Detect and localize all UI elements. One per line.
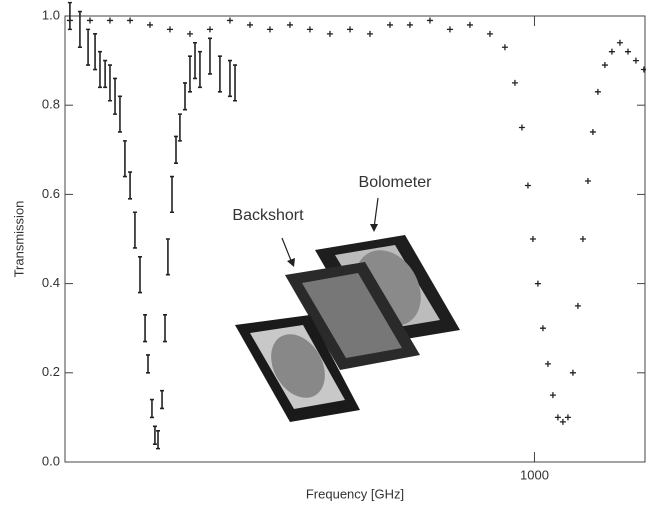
error-bar bbox=[227, 59, 232, 98]
data-point bbox=[574, 302, 581, 309]
annotation: Backshort bbox=[232, 207, 304, 224]
data-point bbox=[594, 88, 601, 95]
error-bar bbox=[107, 64, 112, 102]
data-point bbox=[624, 48, 631, 55]
data-point bbox=[106, 17, 113, 24]
data-point bbox=[226, 17, 233, 24]
data-point bbox=[246, 21, 253, 28]
data-point bbox=[511, 79, 518, 86]
data-point bbox=[564, 414, 571, 421]
error-bar bbox=[103, 59, 108, 89]
annotation: Bolometer bbox=[359, 174, 433, 191]
data-point bbox=[589, 128, 596, 135]
error-bar bbox=[207, 37, 212, 75]
data-point bbox=[529, 236, 536, 242]
data-point bbox=[127, 17, 134, 24]
data-point bbox=[206, 26, 213, 33]
error-bar bbox=[132, 211, 137, 249]
data-point bbox=[524, 182, 531, 189]
error-bar bbox=[152, 425, 157, 445]
error-bar bbox=[113, 77, 118, 115]
data-point bbox=[406, 21, 413, 28]
data-point bbox=[347, 26, 354, 33]
data-point bbox=[518, 124, 525, 131]
data-point bbox=[87, 17, 94, 24]
error-bar bbox=[128, 171, 133, 200]
error-bar bbox=[187, 55, 192, 93]
error-bar bbox=[197, 50, 202, 89]
data-point bbox=[326, 30, 333, 37]
data-point bbox=[584, 178, 591, 185]
error-bar bbox=[137, 256, 142, 294]
data-point bbox=[186, 30, 193, 37]
error-bar bbox=[182, 82, 187, 111]
data-point bbox=[486, 30, 493, 37]
x-axis-label: Frequency [GHz] bbox=[306, 486, 404, 501]
error-bar bbox=[217, 55, 222, 93]
data-point bbox=[539, 325, 546, 332]
data-point bbox=[559, 418, 566, 425]
error-bar bbox=[177, 113, 182, 142]
error-bar bbox=[193, 41, 198, 80]
error-bar bbox=[170, 175, 174, 214]
data-point bbox=[544, 360, 551, 367]
error-bar bbox=[165, 238, 170, 276]
data-point bbox=[632, 57, 639, 64]
y-axis-label: Transmission bbox=[11, 201, 26, 278]
error-bar bbox=[143, 314, 148, 343]
data-point bbox=[306, 26, 313, 33]
data-point bbox=[554, 414, 561, 421]
data-point bbox=[601, 62, 608, 69]
error-bar bbox=[86, 28, 91, 66]
error-bar bbox=[97, 50, 102, 89]
y-tick-label: 1.0 bbox=[42, 7, 60, 22]
y-tick-label: 0.8 bbox=[42, 97, 60, 112]
data-point bbox=[426, 17, 433, 24]
data-point bbox=[266, 26, 273, 33]
data-point bbox=[387, 21, 394, 28]
y-tick-label: 0.6 bbox=[42, 186, 60, 201]
data-point bbox=[366, 30, 373, 37]
data-point bbox=[166, 26, 173, 33]
y-tick-label: 0.4 bbox=[42, 275, 60, 290]
error-bar bbox=[233, 64, 238, 102]
error-bar bbox=[93, 33, 98, 71]
data-point bbox=[579, 236, 586, 242]
error-bar bbox=[163, 314, 167, 343]
error-bar bbox=[156, 429, 161, 450]
data-point bbox=[466, 21, 473, 28]
device-illustration bbox=[235, 197, 460, 422]
data-point bbox=[501, 44, 508, 51]
data-point bbox=[616, 39, 623, 46]
data-point bbox=[549, 392, 556, 399]
data-point bbox=[286, 21, 293, 28]
data-point bbox=[66, 17, 73, 24]
data-point bbox=[446, 26, 453, 33]
data-point bbox=[146, 21, 153, 28]
error-bar bbox=[145, 354, 150, 374]
x-tick-label: 1000 bbox=[520, 467, 549, 482]
error-bar bbox=[77, 10, 82, 49]
plot-frame bbox=[64, 15, 646, 463]
error-bar bbox=[67, 1, 72, 31]
y-tick-label: 0.0 bbox=[42, 453, 60, 468]
error-bar bbox=[122, 140, 127, 178]
y-tick-label: 0.2 bbox=[42, 364, 60, 379]
data-point bbox=[569, 369, 576, 376]
error-bar bbox=[160, 389, 165, 410]
data-point bbox=[534, 280, 541, 287]
error-bar bbox=[117, 95, 122, 133]
error-bar bbox=[149, 398, 154, 419]
error-bar bbox=[173, 135, 178, 164]
data-point bbox=[608, 48, 615, 55]
